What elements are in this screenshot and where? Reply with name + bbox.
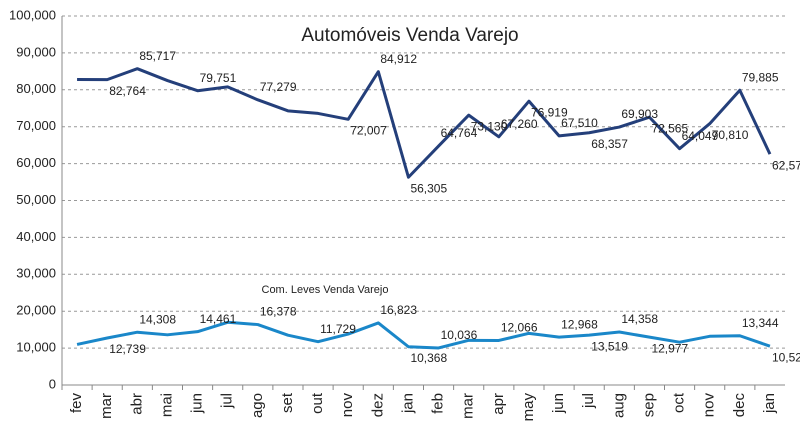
x-tick-label: dec <box>731 393 748 418</box>
data-label: 14,461 <box>200 312 237 326</box>
data-label: 12,968 <box>561 317 598 331</box>
data-label: 85,717 <box>139 49 176 63</box>
data-label: 13,519 <box>591 339 628 353</box>
data-label: 68,357 <box>591 137 628 151</box>
x-tick-label: oct <box>671 392 688 413</box>
series-label: Com. Leves Venda Varejo <box>262 284 389 296</box>
data-label: 79,751 <box>200 71 237 85</box>
x-tick-label: sep <box>640 393 657 417</box>
x-tick-label: abr <box>128 393 145 415</box>
x-tick-label: jul <box>219 393 236 409</box>
data-label: 72,565 <box>651 121 688 135</box>
x-tick-label: jun <box>189 393 206 414</box>
data-label: 12,739 <box>109 342 146 356</box>
y-tick-label: 60,000 <box>16 155 56 170</box>
data-label: 10,529 <box>772 350 800 364</box>
y-tick-label: 70,000 <box>16 118 56 133</box>
y-tick-label: 100,000 <box>9 7 56 22</box>
y-tick-label: 40,000 <box>16 229 56 244</box>
data-label: 77,279 <box>260 80 297 94</box>
data-label: 12,066 <box>501 321 538 335</box>
data-label: 16,378 <box>260 305 297 319</box>
x-tick-label: out <box>309 392 326 414</box>
x-tick-label: ago <box>249 393 266 418</box>
x-tick-label: dez <box>369 393 386 417</box>
data-label: 84,912 <box>380 52 417 66</box>
x-tick-label: mar <box>460 393 477 419</box>
x-tick-label: fev <box>68 393 85 414</box>
data-label: 64,049 <box>682 129 719 143</box>
y-tick-label: 80,000 <box>16 81 56 96</box>
data-label: 70,810 <box>712 128 749 142</box>
data-label: 79,885 <box>742 70 779 84</box>
x-tick-label: jul <box>580 393 597 409</box>
x-tick-label: apr <box>490 393 507 415</box>
data-label: 82,764 <box>109 84 146 98</box>
data-label: 72,007 <box>350 123 387 137</box>
series-line <box>76 320 771 350</box>
data-label: 14,308 <box>139 312 176 326</box>
y-tick-label: 90,000 <box>16 44 56 59</box>
data-label: 10,368 <box>410 351 447 365</box>
data-label: 69,903 <box>621 107 658 121</box>
x-tick-label: jun <box>550 393 567 414</box>
x-tick-label: mai <box>158 393 175 417</box>
data-label: 76,919 <box>531 105 568 119</box>
data-label: 10,036 <box>441 328 478 342</box>
data-label: 11,729 <box>320 322 356 336</box>
y-tick-label: 20,000 <box>16 303 56 318</box>
x-tick-label: set <box>279 392 296 413</box>
data-label: 67,260 <box>501 117 538 131</box>
series-line <box>77 67 772 179</box>
data-label: 56,305 <box>410 181 447 195</box>
data-label: 73,130 <box>471 119 508 133</box>
data-label: 62,572 <box>772 158 800 172</box>
y-tick-label: 50,000 <box>16 192 56 207</box>
data-label: 67,510 <box>561 116 598 130</box>
data-label: 64,764 <box>441 126 478 140</box>
y-tick-label: 30,000 <box>16 266 56 281</box>
chart-title: Automóveis Venda Varejo <box>301 25 518 46</box>
x-tick-label: feb <box>430 393 447 414</box>
x-tick-label: jan <box>761 393 778 414</box>
x-tick-label: aug <box>610 393 627 418</box>
x-tick-label: jan <box>399 393 416 414</box>
y-tick-label: 0 <box>49 376 56 391</box>
x-tick-label: nov <box>701 393 718 418</box>
x-tick-label: mar <box>98 393 115 419</box>
data-label: 14,358 <box>621 312 658 326</box>
x-tick-label: may <box>520 393 537 422</box>
data-label: 12,977 <box>651 341 688 355</box>
x-tick-label: nov <box>339 393 356 418</box>
data-label: 13,344 <box>742 316 779 330</box>
data-label: 16,823 <box>380 303 417 317</box>
y-tick-label: 10,000 <box>16 340 56 355</box>
